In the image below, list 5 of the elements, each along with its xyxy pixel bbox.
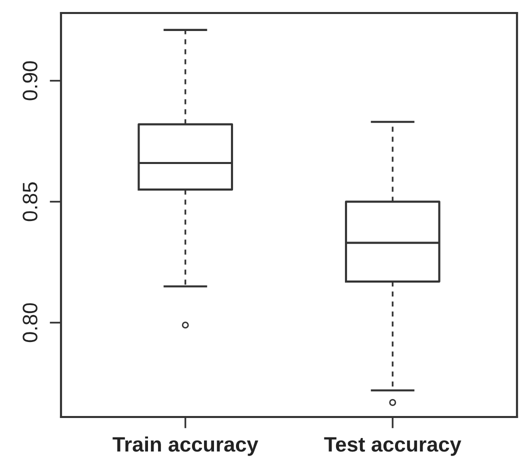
y-tick-label: 0.80	[22, 303, 38, 342]
y-tick-label: 0.85	[22, 182, 38, 222]
x-tick-label: Test accuracy	[324, 437, 462, 456]
x-tick-label: Train accuracy	[112, 436, 258, 456]
y-tick-label: 0.90	[22, 61, 38, 100]
